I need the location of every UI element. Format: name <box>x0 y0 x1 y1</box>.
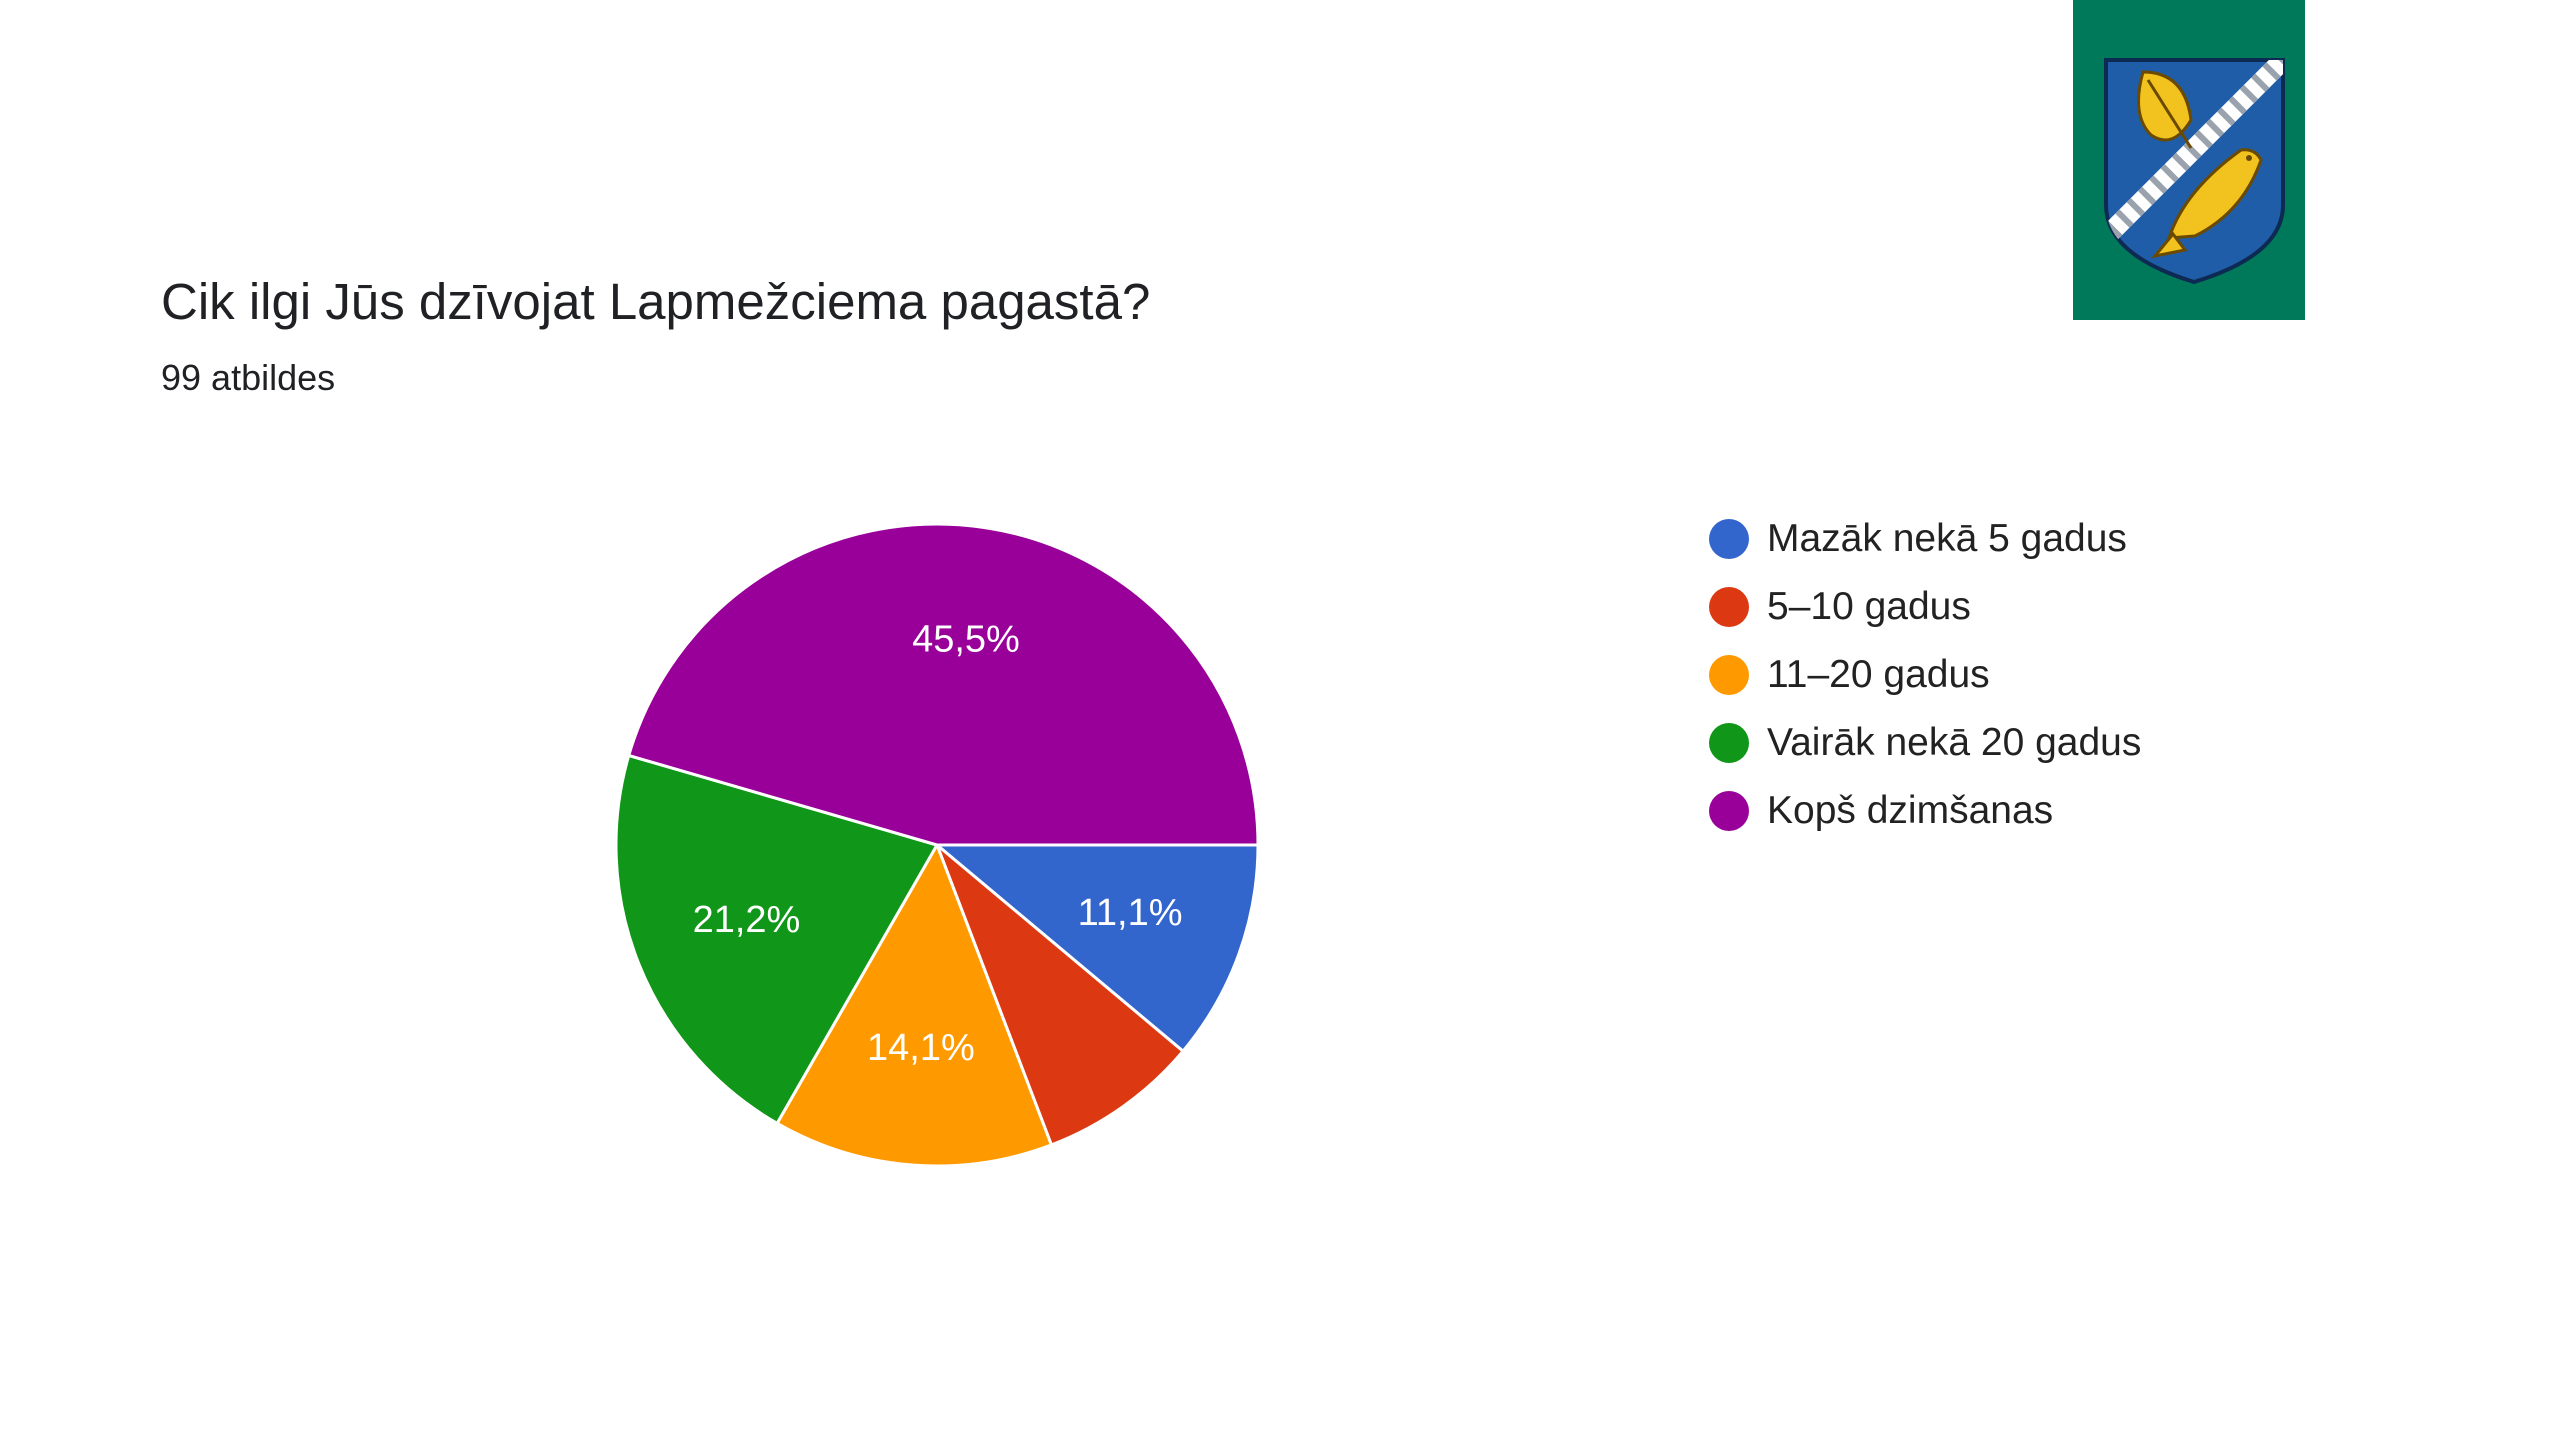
pie-slice <box>775 841 1054 1168</box>
legend-swatch <box>1709 791 1749 831</box>
birch-leaf-icon <box>2137 70 2193 149</box>
legend-label: 11–20 gadus <box>1767 653 1990 696</box>
legend-label: Kopš dzimšanas <box>1767 789 2054 832</box>
legend-item[interactable]: 5–10 gadus <box>1709 573 2141 641</box>
slice-percent-label: 11,1% <box>1078 892 1183 934</box>
pie-slice <box>933 840 1186 1147</box>
slice-percent-label: 21,2% <box>693 899 801 941</box>
slice-percent-label: 45,5% <box>912 619 1020 661</box>
legend-label: Vairāk nekā 20 gadus <box>1767 721 2142 764</box>
pie-slices <box>614 522 1260 1168</box>
legend-swatch <box>1709 655 1749 695</box>
legend-item[interactable]: Kopš dzimšanas <box>1709 777 2141 845</box>
legend-label: Mazāk nekā 5 gadus <box>1767 517 2127 560</box>
legend-item[interactable]: Mazāk nekā 5 gadus <box>1709 505 2141 573</box>
chart-title: Cik ilgi Jūs dzīvojat Lapmežciema pagast… <box>161 273 1151 330</box>
fish-icon <box>2151 148 2263 259</box>
coat-of-arms-icon <box>2073 0 2305 320</box>
legend-swatch <box>1709 723 1749 763</box>
legend-swatch <box>1709 519 1749 559</box>
pie-labels: 11,1% 14,1% 21,2% 45,5% <box>693 619 1183 1069</box>
legend-item[interactable]: Vairāk nekā 20 gadus <box>1709 709 2141 777</box>
pie-slice <box>614 753 940 1126</box>
legend-item[interactable]: 11–20 gadus <box>1709 641 2141 709</box>
slice-percent-label: 14,1% <box>867 1027 975 1069</box>
legend: Mazāk nekā 5 gadus 5–10 gadus 11–20 gadus V… <box>1709 505 2141 845</box>
legend-label: 5–10 gadus <box>1767 585 1971 628</box>
response-count: 99 atbildes <box>161 357 336 398</box>
pie-slice <box>626 522 1260 847</box>
pie-slice <box>932 843 1260 1054</box>
legend-swatch <box>1709 587 1749 627</box>
